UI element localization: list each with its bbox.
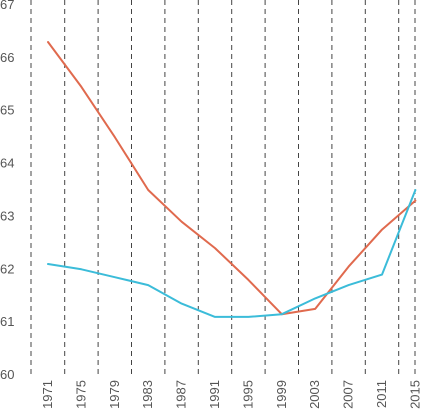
y-tick-label: 61: [0, 314, 14, 329]
y-tick-label: 60: [0, 367, 14, 382]
x-tick-label: 2007: [341, 380, 356, 409]
y-tick-label: 62: [0, 261, 14, 276]
series-line-1: [47, 41, 417, 316]
grid-lines: [30, 0, 416, 375]
x-tick-label: 2015: [407, 380, 421, 409]
x-tick-label: 1971: [40, 380, 55, 409]
series-line-2: [47, 189, 417, 318]
series-lines: [47, 41, 417, 318]
y-tick-label: 65: [0, 103, 14, 118]
x-tick-label: 1979: [107, 380, 122, 409]
y-tick-label: 64: [0, 156, 14, 171]
y-tick-label: 67: [0, 0, 14, 12]
x-tick-label: 1975: [73, 380, 88, 409]
x-tick-label: 2011: [374, 380, 389, 408]
x-tick-label: 1995: [240, 380, 255, 409]
y-axis-tick-labels: 60 61 62 63 64 65 66 67: [0, 0, 14, 382]
x-tick-label: 1999: [274, 380, 289, 409]
x-tick-label: 1983: [140, 380, 155, 409]
y-tick-label: 63: [0, 208, 14, 223]
x-tick-label: 1991: [207, 380, 222, 409]
x-axis-tick-labels: 1971 1975 1979 1983 1987 1991 1995 1999 2003 2007…: [40, 380, 421, 409]
y-tick-label: 66: [0, 50, 14, 65]
x-tick-label: 2003: [307, 380, 322, 409]
x-tick-label: 1987: [174, 380, 189, 409]
